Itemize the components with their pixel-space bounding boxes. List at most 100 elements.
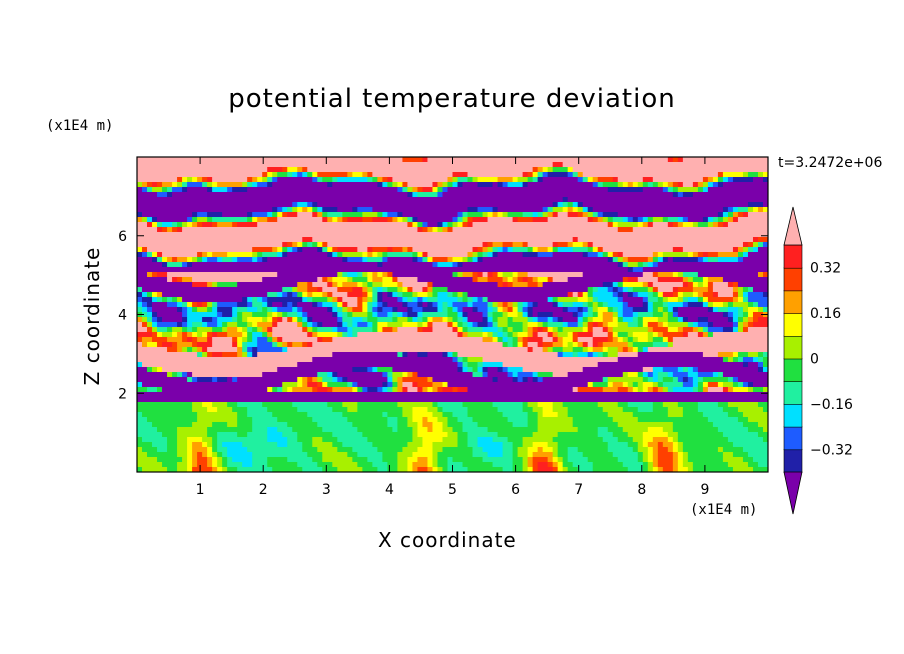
- contour-cell: [232, 187, 238, 193]
- contour-cell: [667, 307, 674, 313]
- contour-cell: [497, 302, 504, 308]
- contour-cell: [302, 302, 308, 308]
- contour-cell: [262, 232, 268, 238]
- contour-cell: [467, 347, 474, 353]
- contour-cell: [322, 327, 328, 333]
- contour-cell: [452, 242, 459, 248]
- contour-cell: [222, 162, 228, 168]
- contour-cell: [522, 232, 529, 238]
- contour-cell: [512, 192, 519, 198]
- contour-cell: [622, 292, 629, 298]
- contour-cell: [667, 337, 674, 343]
- contour-cell: [627, 292, 634, 298]
- contour-cell: [242, 257, 248, 263]
- contour-cell: [667, 157, 674, 163]
- contour-cell: [677, 217, 684, 223]
- contour-cell: [622, 302, 629, 308]
- contour-cell: [282, 162, 288, 168]
- contour-cell: [287, 222, 293, 228]
- contour-cell: [272, 232, 278, 238]
- contour-cell: [652, 237, 659, 243]
- contour-cell: [652, 317, 659, 323]
- contour-cell: [577, 157, 584, 163]
- contour-cell: [362, 172, 368, 178]
- contour-cell: [297, 277, 303, 283]
- contour-cell: [752, 157, 759, 163]
- contour-cell: [692, 192, 699, 198]
- contour-cell: [762, 257, 768, 263]
- contour-cell: [532, 272, 539, 278]
- contour-cell: [192, 217, 198, 223]
- contour-cell: [187, 332, 193, 338]
- contour-cell: [217, 272, 223, 278]
- contour-cell: [172, 227, 178, 233]
- contour-cell: [297, 307, 303, 313]
- contour-cell: [397, 352, 404, 358]
- contour-cell: [422, 317, 429, 323]
- contour-cell: [172, 352, 178, 358]
- contour-cell: [362, 322, 368, 328]
- contour-cell: [552, 332, 559, 338]
- contour-cell: [367, 317, 373, 323]
- contour-cell: [332, 182, 338, 188]
- contour-cell: [227, 322, 233, 328]
- contour-cell: [647, 282, 654, 288]
- contour-cell: [267, 312, 273, 318]
- contour-cell: [432, 337, 439, 343]
- contour-cell: [417, 177, 424, 183]
- contour-cell: [357, 337, 363, 343]
- contour-cell: [442, 312, 449, 318]
- contour-cell: [322, 162, 328, 168]
- contour-cell: [257, 232, 263, 238]
- contour-cell: [427, 277, 434, 283]
- contour-cell: [222, 217, 228, 223]
- contour-cell: [662, 177, 669, 183]
- contour-cell: [212, 262, 218, 268]
- contour-cell: [762, 207, 768, 213]
- contour-cell: [632, 262, 639, 268]
- contour-cell: [452, 197, 459, 203]
- contour-cell: [732, 252, 739, 258]
- contour-cell: [622, 187, 629, 193]
- contour-cell: [377, 232, 383, 238]
- contour-cell: [717, 312, 724, 318]
- contour-cell: [692, 252, 699, 258]
- contour-cell: [762, 202, 768, 208]
- contour-cell: [322, 272, 328, 278]
- contour-cell: [287, 277, 293, 283]
- contour-cell: [312, 197, 318, 203]
- contour-cell: [387, 297, 394, 303]
- contour-cell: [677, 337, 684, 343]
- contour-cell: [642, 227, 649, 233]
- contour-cell: [752, 292, 759, 298]
- contour-cell: [232, 307, 238, 313]
- contour-cell: [462, 312, 469, 318]
- contour-cell: [747, 237, 754, 243]
- contour-cell: [142, 167, 148, 173]
- contour-cell: [322, 207, 328, 213]
- contour-cell: [612, 217, 619, 223]
- contour-cell: [617, 237, 624, 243]
- contour-cell: [187, 262, 193, 268]
- contour-cell: [597, 337, 604, 343]
- contour-cell: [242, 352, 248, 358]
- contour-cell: [267, 267, 273, 273]
- contour-cell: [677, 317, 684, 323]
- contour-cell: [672, 252, 679, 258]
- contour-cell: [147, 332, 153, 338]
- contour-cell: [547, 187, 554, 193]
- contour-cell: [522, 172, 529, 178]
- contour-cell: [222, 227, 228, 233]
- contour-cell: [512, 247, 519, 253]
- contour-cell: [357, 322, 363, 328]
- contour-cell: [297, 177, 303, 183]
- contour-cell: [377, 277, 383, 283]
- contour-cell: [507, 267, 514, 273]
- contour-cell: [302, 282, 308, 288]
- contour-cell: [487, 297, 494, 303]
- contour-cell: [217, 332, 223, 338]
- contour-cell: [617, 252, 624, 258]
- contour-cell: [722, 207, 729, 213]
- contour-cell: [647, 257, 654, 263]
- contour-cell: [492, 327, 499, 333]
